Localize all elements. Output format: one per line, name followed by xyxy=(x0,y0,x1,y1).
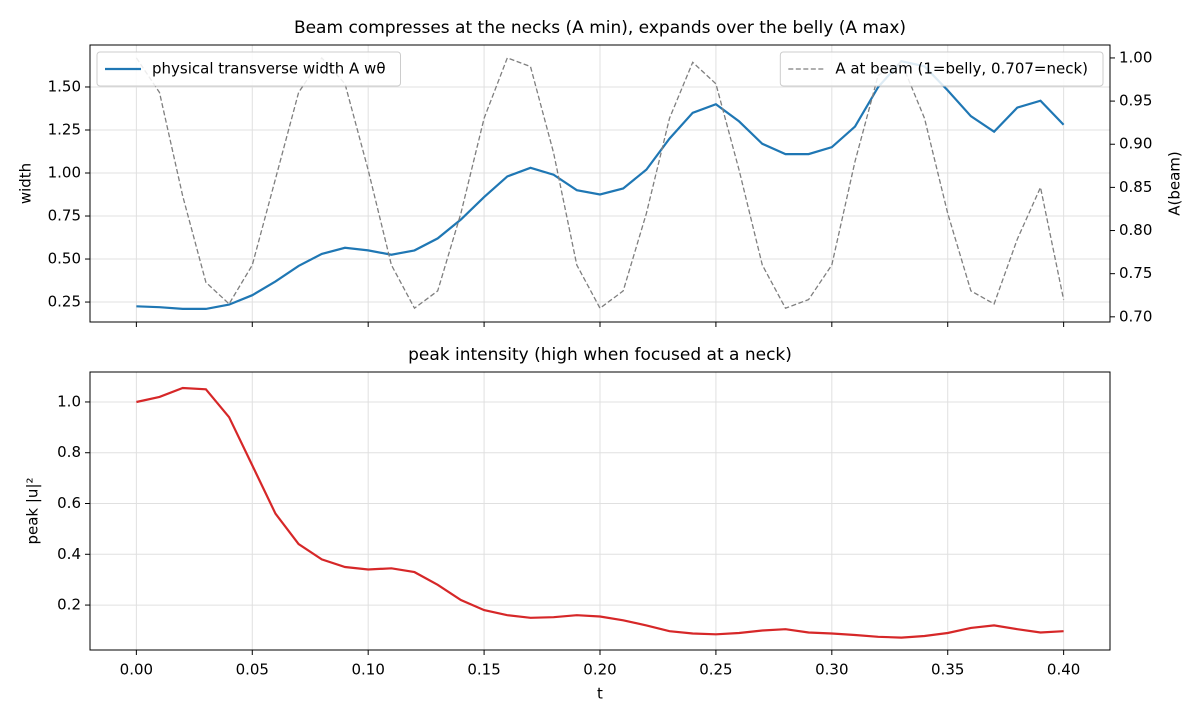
y-axis-label: width xyxy=(17,163,35,204)
y-tick-label: 1.0 xyxy=(57,392,81,410)
y-tick-label: 0.6 xyxy=(57,494,81,512)
axes-frame xyxy=(89,371,1111,651)
legend: physical transverse width A wθ xyxy=(96,51,401,87)
y2-tick-label: 0.80 xyxy=(1119,221,1152,239)
x-tick-label: 0.00 xyxy=(120,661,153,679)
x-tick-label: 0.30 xyxy=(815,661,848,679)
y-axis-label: peak |u|² xyxy=(24,477,42,544)
chart-title: peak intensity (high when focused at a n… xyxy=(408,345,792,365)
x-tick-label: 0.10 xyxy=(351,661,384,679)
series-line xyxy=(136,386,1064,639)
chart-title: Beam compresses at the necks (A min), ex… xyxy=(294,18,906,38)
x-tick-label: 0.15 xyxy=(467,661,500,679)
x-tick-label: 0.20 xyxy=(583,661,616,679)
y-tick-label: 0.8 xyxy=(57,443,81,461)
y2-axis-label: A(beam) xyxy=(1166,151,1184,216)
y-tick-label: 0.50 xyxy=(48,250,81,268)
legend-label: physical transverse width A wθ xyxy=(152,60,386,78)
x-tick-label: 0.05 xyxy=(236,661,269,679)
x-tick-label: 0.35 xyxy=(931,661,964,679)
y2-tick-label: 1.00 xyxy=(1119,48,1152,66)
y-tick-label: 1.25 xyxy=(48,120,81,138)
y2-tick-label: 0.90 xyxy=(1119,135,1152,153)
axes-frame xyxy=(89,44,1111,323)
y-tick-label: 0.25 xyxy=(48,293,81,311)
y-tick-label: 0.75 xyxy=(48,207,81,225)
y-tick-label: 0.4 xyxy=(57,545,81,563)
legend: A at beam (1=belly, 0.707=neck) xyxy=(779,51,1104,87)
y2-tick-label: 0.70 xyxy=(1119,307,1152,325)
y-tick-label: 0.2 xyxy=(57,596,81,614)
x-axis-label: t xyxy=(597,685,603,703)
x-tick-label: 0.40 xyxy=(1047,661,1080,679)
x-tick-label: 0.25 xyxy=(699,661,732,679)
y2-tick-label: 0.95 xyxy=(1119,92,1152,110)
y-tick-label: 1.00 xyxy=(48,164,81,182)
y2-tick-label: 0.85 xyxy=(1119,178,1152,196)
y-tick-label: 1.50 xyxy=(48,77,81,95)
legend-box xyxy=(96,51,401,87)
y2-tick-label: 0.75 xyxy=(1119,264,1152,282)
legend-box xyxy=(779,51,1104,87)
legend-label: A at beam (1=belly, 0.707=neck) xyxy=(835,60,1088,78)
